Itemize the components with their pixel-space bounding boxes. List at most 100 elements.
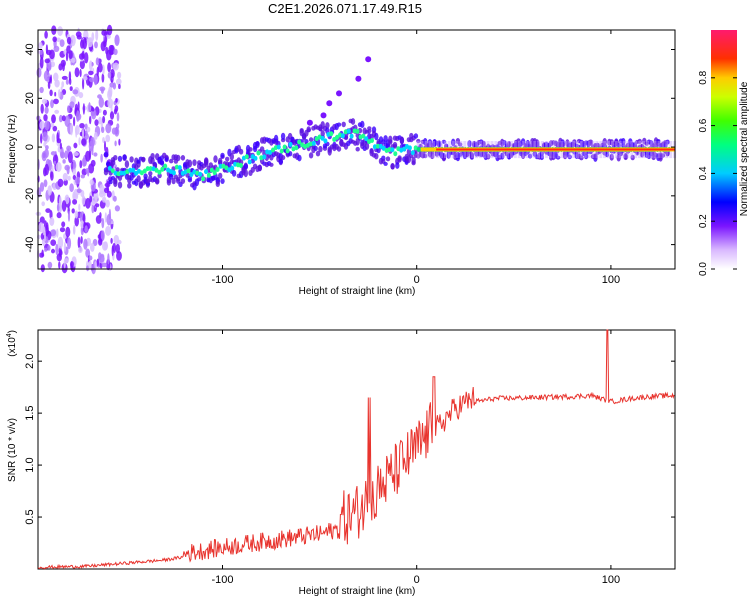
ridge-core [375, 143, 380, 149]
ridge-halo [127, 182, 132, 189]
noise-blob [102, 196, 107, 203]
noise-blob [79, 59, 85, 70]
noise-blob [55, 162, 62, 172]
noise-blob [97, 234, 101, 239]
noise-blob [54, 91, 57, 97]
noise-blob [106, 49, 112, 61]
noise-blob [43, 70, 50, 82]
noise-blob [88, 140, 94, 152]
ridge-core [390, 147, 395, 153]
noise-blob [61, 200, 67, 212]
noise-blob [40, 264, 45, 273]
noise-blob [50, 151, 57, 156]
ridge-halo [180, 178, 186, 184]
noise-blob [56, 228, 59, 238]
noise-blob [106, 34, 111, 39]
noise-blob [44, 163, 49, 176]
ridge-halo [257, 164, 262, 172]
noise-blob [86, 38, 92, 43]
noise-blob [93, 74, 98, 86]
noise-blob [59, 142, 63, 150]
noise-blob [43, 179, 48, 188]
colorbar-tick-label: 0.4 [698, 166, 709, 180]
ridge-halo [374, 153, 379, 160]
ridge-core [332, 137, 337, 142]
noise-blob [73, 152, 79, 156]
ridge-halo [159, 160, 165, 166]
noise-blob [49, 217, 55, 226]
noise-blob [102, 64, 105, 75]
noise-blob [79, 160, 83, 169]
snr-frame [37, 329, 676, 570]
ridge-halo [255, 141, 260, 148]
noise-blob [59, 249, 63, 256]
noise-blob [43, 114, 48, 122]
ridge-core [305, 142, 310, 148]
noise-blob [41, 201, 45, 207]
noise-blob [80, 174, 86, 179]
ridge-halo [343, 135, 349, 141]
y-tick-label: 2.0 [24, 354, 36, 369]
noise-blob [101, 262, 108, 268]
colorbar-label: Normalized spectral amplitude [739, 81, 750, 216]
noise-blob [98, 238, 103, 246]
ridge-halo [229, 152, 234, 161]
noise-blob [51, 248, 55, 254]
ridge-core [218, 163, 223, 169]
ridge-halo [176, 177, 181, 182]
noise-blob [56, 212, 62, 219]
noise-blob [114, 140, 117, 147]
ridge-halo [458, 142, 463, 147]
noise-blob [104, 35, 108, 44]
ridge-core [349, 133, 354, 139]
noise-blob [84, 225, 88, 234]
noise-blob [104, 212, 107, 223]
noise-blob [74, 67, 80, 78]
ridge-halo [231, 169, 237, 177]
ridge-halo [171, 177, 176, 185]
noise-blob [58, 63, 63, 71]
noise-blob [64, 194, 70, 205]
noise-blob [67, 210, 71, 222]
ridge-core [262, 154, 267, 160]
noise-blob [39, 120, 45, 130]
spectrogram-y-label: Frequency (Hz) [7, 115, 18, 184]
ridge-core [206, 172, 211, 178]
ridge-halo [467, 140, 472, 148]
snr-scale-base: (x10 [7, 337, 18, 357]
ridge-halo [350, 118, 356, 125]
ridge-core [253, 155, 258, 161]
noise-blob [107, 89, 112, 100]
noise-blob [47, 185, 52, 196]
noise-blob [78, 203, 81, 211]
noise-blob [59, 39, 65, 47]
ridge-halo [567, 154, 572, 160]
ridge-halo [441, 154, 447, 162]
ridge-halo [315, 150, 321, 157]
ridge-halo [360, 120, 365, 128]
ridge-halo [579, 155, 584, 161]
side-blob [326, 100, 333, 107]
noise-blob [50, 61, 55, 68]
ridge-core [311, 140, 316, 146]
ridge-core [247, 159, 252, 165]
noise-blob [94, 203, 100, 208]
spectrogram-panel: -100 0 100 -40 -20 0 20 40 Height of straight … [7, 24, 677, 297]
ridge-halo [486, 153, 491, 160]
ridge-halo [411, 156, 416, 165]
noise-blob [78, 92, 84, 99]
noise-blob [85, 168, 90, 174]
noise-blob [107, 253, 110, 265]
noise-blob [114, 205, 120, 212]
noise-blob [115, 98, 118, 103]
noise-blob [44, 58, 50, 64]
ridge-core [110, 168, 115, 174]
y-tick-label: 0.5 [24, 509, 36, 524]
noise-blob [117, 71, 122, 79]
noise-blob [98, 116, 103, 125]
ridge-halo [604, 152, 610, 158]
noise-blob [50, 74, 52, 84]
ridge-halo [388, 139, 393, 145]
x-tick-label: -100 [211, 274, 233, 286]
